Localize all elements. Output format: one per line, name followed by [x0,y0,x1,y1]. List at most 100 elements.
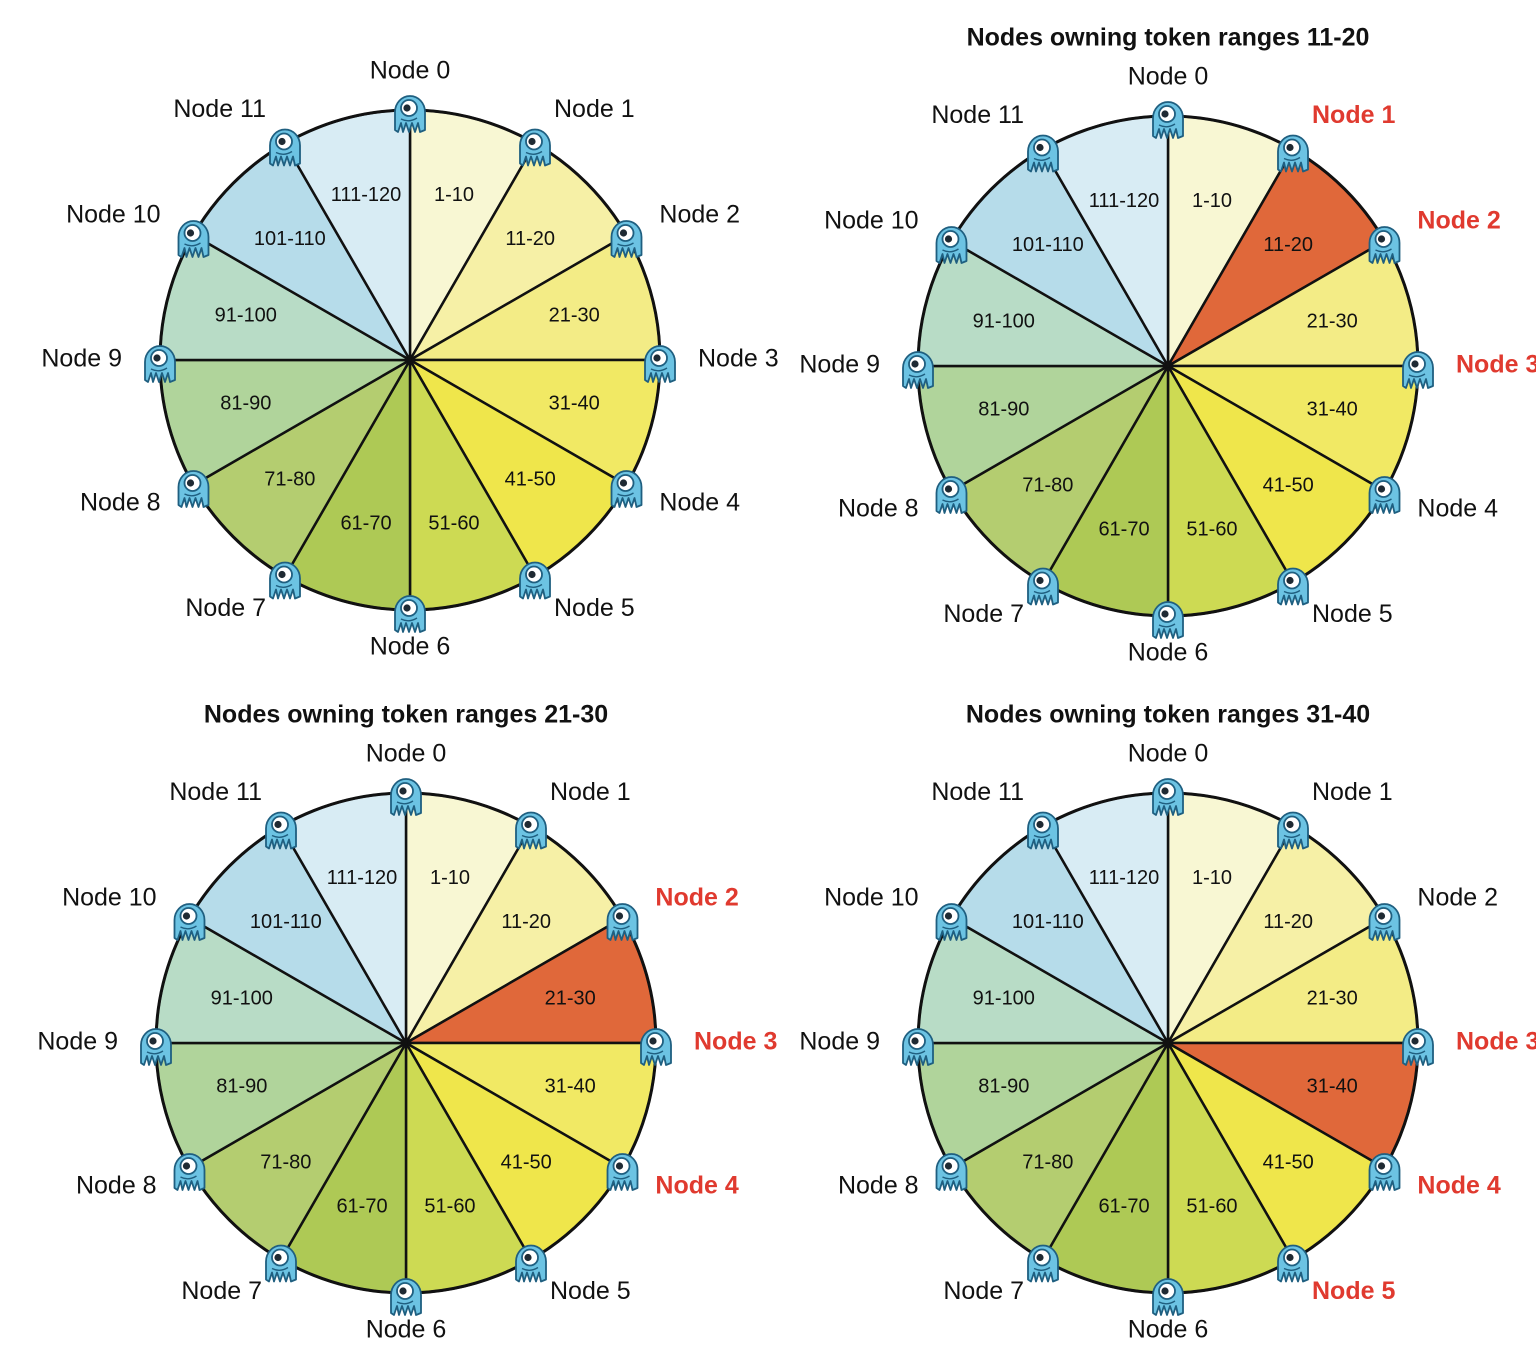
ring2-range-label: 91-100 [973,310,1035,332]
ring4-node-6-mascot-icon [1152,1278,1184,1316]
ring2-node-0-mascot-icon [1152,101,1184,139]
ring3-node-8-mascot-icon [173,1153,206,1191]
ring4-range-label: 1-10 [1192,867,1232,889]
ring3-node-0-mascot-icon [390,778,422,816]
ring2-range-label: 101-110 [1012,234,1084,256]
ring4-node-4-mascot-icon [1368,1153,1401,1191]
ring2-node-4-mascot-icon [1368,476,1401,514]
ring3-node-10-label: Node 10 [62,884,157,912]
ring1-range-label: 41-50 [505,468,556,490]
ring2-node-11-label: Node 11 [931,101,1024,129]
ring3-node-9-label: Node 9 [37,1028,118,1056]
ring4-node-2-label: Node 2 [1417,884,1498,912]
ring3-node-4-mascot-icon [606,1153,639,1191]
ring1-node-5-mascot-icon [519,561,551,600]
ring2-node-1-mascot-icon [1277,134,1309,173]
ring1-range-label: 1-10 [434,184,474,206]
token-ring-2: 1-10 11-20 21-30 31-40 41-50 51-60 61-70 71-80 8… [799,24,1536,667]
ring4-range-label: 71-80 [1022,1151,1073,1173]
ring3-range-label: 81-90 [216,1075,267,1097]
ring1-node-7-label: Node 7 [185,594,266,622]
ring3-node-3-mascot-icon [640,1028,672,1066]
ring1-range-label: 71-80 [264,468,315,490]
ring2-range-label: 31-40 [1307,398,1358,420]
ring2-range-label: 21-30 [1307,310,1358,332]
ring4-range-label: 31-40 [1307,1075,1358,1097]
ring2-node-4-label: Node 4 [1417,495,1498,523]
ring1-range-label: 11-20 [505,228,555,250]
ring3-node-7-mascot-icon [265,1244,297,1283]
ring4-node-4-label: Node 4 [1417,1172,1500,1200]
ring2-range-label: 1-10 [1192,190,1232,212]
ring3-node-6-mascot-icon [390,1278,422,1316]
ring2-node-1-label: Node 1 [1312,101,1395,129]
ring1-node-3-mascot-icon [644,345,676,383]
ring1-node-0-mascot-icon [394,95,426,133]
ring3-node-10-mascot-icon [173,903,206,941]
ring1-node-5-label: Node 5 [554,594,635,622]
ring4-node-1-label: Node 1 [1312,778,1393,806]
ring4-range-label: 91-100 [973,987,1035,1009]
ring2-range-label: 41-50 [1263,474,1314,496]
ring4-node-11-label: Node 11 [931,778,1024,806]
ring3-node-9-mascot-icon [140,1028,172,1066]
ring1-range-label: 61-70 [340,512,391,534]
ring4-node-1-mascot-icon [1277,811,1309,850]
ring3-range-label: 61-70 [336,1195,387,1217]
ring1-range-label: 91-100 [215,304,277,326]
ring4-range-label: 61-70 [1098,1195,1149,1217]
ring4-node-7-label: Node 7 [943,1277,1024,1305]
ring3-node-7-label: Node 7 [181,1277,262,1305]
ring4-node-7-mascot-icon [1027,1244,1059,1283]
ring4-range-label: 41-50 [1263,1151,1314,1173]
ring2-node-6-label: Node 6 [1128,639,1209,667]
ring2-range-label: 111-120 [1089,190,1159,212]
ring4-node-8-mascot-icon [935,1153,968,1191]
ring2-range-label: 51-60 [1186,518,1237,540]
ring4-node-5-mascot-icon [1277,1244,1309,1283]
ring3-node-5-mascot-icon [515,1244,547,1283]
ring2-node-11-mascot-icon [1027,134,1059,173]
ring4-node-0-mascot-icon [1152,778,1184,816]
ring2-range-label: 71-80 [1022,474,1073,496]
ring1-range-label: 51-60 [428,512,479,534]
ring3-node-11-label: Node 11 [169,778,262,806]
ring3-node-6-label: Node 6 [366,1316,447,1344]
ring4-node-8-label: Node 8 [838,1172,919,1200]
ring1-node-2-mascot-icon [610,220,643,258]
ring3-node-11-mascot-icon [265,811,297,850]
ring4-range-label: 101-110 [1012,911,1084,933]
ring4-node-11-mascot-icon [1027,811,1059,850]
ring3-range-label: 101-110 [250,911,322,933]
ring3-range-label: 111-120 [327,867,397,889]
ring3-node-8-label: Node 8 [76,1172,157,1200]
ring2-node-2-mascot-icon [1368,226,1401,264]
ring3-range-label: 41-50 [501,1151,552,1173]
ring2-node-3-label: Node 3 [1456,351,1536,379]
ring4-range-label: 81-90 [978,1075,1029,1097]
ring3-node-5-label: Node 5 [550,1277,631,1305]
ring3-range-label: 31-40 [545,1075,596,1097]
ring1-node-11-mascot-icon [269,128,301,167]
ring3-node-2-label: Node 2 [655,884,738,912]
token-ring-4: 1-10 11-20 21-30 31-40 41-50 51-60 61-70 71-80 8… [799,701,1536,1344]
ring2-range-label: 11-20 [1263,234,1313,256]
ring1-range-label: 31-40 [549,392,600,414]
ring2-node-2-label: Node 2 [1417,207,1500,235]
ring2-node-9-label: Node 9 [799,351,880,379]
ring3-title: Nodes owning token ranges 21-30 [204,701,608,729]
ring1-node-8-label: Node 8 [80,489,161,517]
ring2-node-5-mascot-icon [1277,567,1309,606]
ring2-node-10-mascot-icon [935,226,968,264]
ring1-node-4-label: Node 4 [659,489,740,517]
ring1-node-1-label: Node 1 [554,95,635,123]
ring1-node-10-label: Node 10 [66,201,161,229]
ring1-node-10-mascot-icon [177,220,210,258]
ring3-node-3-label: Node 3 [694,1028,777,1056]
ring1-node-6-label: Node 6 [370,633,451,661]
ring4-range-label: 11-20 [1263,911,1313,933]
ring4-node-3-label: Node 3 [1456,1028,1536,1056]
ring4-range-label: 111-120 [1089,867,1159,889]
ring1-range-label: 81-90 [220,392,271,414]
